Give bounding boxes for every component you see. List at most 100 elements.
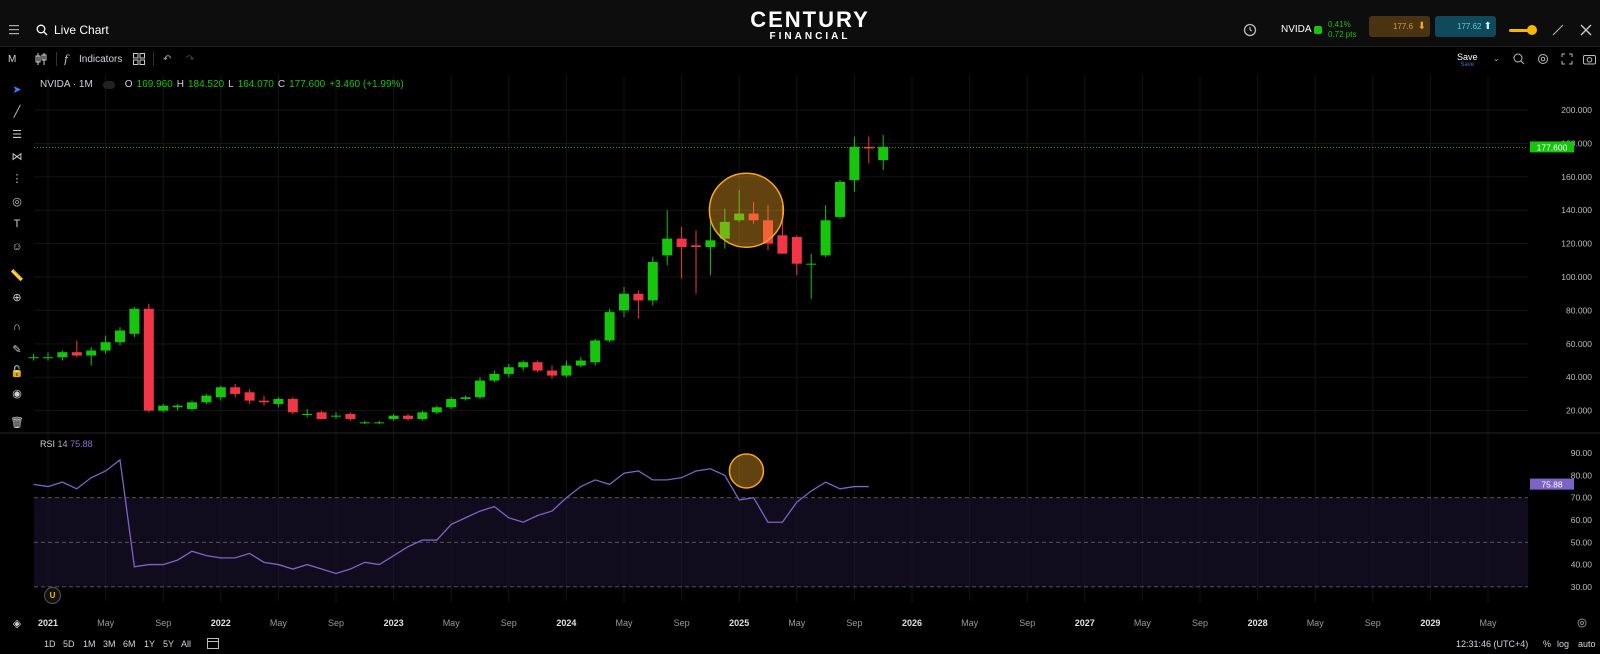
toolbar-divider [56,52,57,66]
camera-icon[interactable] [1583,53,1596,65]
alarm-clock-icon[interactable] [1242,22,1258,38]
x-tick-label: Sep [674,618,690,628]
indicators-button[interactable]: Indicators [79,54,123,65]
candle-type-icon[interactable] [34,52,48,66]
candle-body [158,405,169,411]
chart-toolbar: M f Indicators ↶ ↷ Save Save ⌄ [0,47,1600,71]
x-tick-label: Sep [1192,618,1208,628]
tf-1y[interactable]: 1Y [144,639,156,649]
tf-5d[interactable]: 5D [63,639,75,649]
ruler-icon[interactable]: 📏 [10,270,24,282]
x-tick-label: 2021 [38,618,58,628]
projection-icon[interactable]: ⋮ [11,173,23,185]
collapse-icon[interactable] [1552,24,1564,36]
candle-body [345,413,356,419]
sell-button[interactable]: 177.6 ⬇ [1369,16,1430,37]
change-points: 0.72 pts [1328,30,1357,39]
interval-selector[interactable]: M [8,54,17,65]
emoji-icon[interactable]: ☺ [11,241,23,253]
x-tick-label: May [97,618,115,628]
gear-icon[interactable] [1537,53,1549,65]
log-toggle[interactable]: log [1557,639,1570,649]
templates-grid-icon[interactable] [133,53,145,65]
legend-low-label: L [228,79,234,90]
clock[interactable]: 12:31:46 (UTC+4) [1456,639,1529,649]
percent-toggle[interactable]: % [1543,639,1552,649]
rsi-line [33,458,869,575]
candle-body [633,293,644,301]
text-tool-icon[interactable]: T [13,218,21,230]
layers-icon[interactable]: ◈ [12,618,22,630]
candle-body [230,387,241,394]
candle-body [561,365,572,376]
candle-body [43,357,53,359]
legend-high: 184.520 [187,79,225,90]
redo-icon[interactable]: ↷ [186,54,195,65]
zoom-search-icon[interactable] [1513,53,1525,65]
brand-badge-icon[interactable]: U [44,587,61,604]
rsi-tick-label: 70.00 [1571,493,1593,503]
legend-open-label: O [124,79,133,90]
auto-toggle[interactable]: auto [1578,639,1596,649]
svg-text:f: f [64,53,70,65]
fib-lines-icon[interactable]: ☰ [12,129,22,141]
lock-drawing-icon[interactable]: ✎ [12,344,22,356]
live-chart-search[interactable]: Live Chart [36,23,109,37]
candle-body [302,413,313,415]
save-dropdown-chevron-down-icon[interactable]: ⌄ [1493,54,1500,63]
candle-body [28,357,39,359]
tf-all[interactable]: All [181,639,192,649]
hamburger-menu-icon[interactable] [9,24,21,36]
legend-settings-icon[interactable] [102,80,115,89]
axis-settings-gear-icon[interactable] [1576,617,1588,629]
legend-low: 164.070 [237,79,274,90]
tf-5y[interactable]: 5Y [163,639,175,649]
candle-body [316,412,327,419]
close-icon[interactable] [1580,24,1592,36]
save-button[interactable]: Save Save [1457,52,1478,68]
drawing-tools-sidebar: ➤ ╱ ☰ ⋈ ⋮ ◎ T ☺ 📏 ⊕ ∩ ✎ 🔓 ◉ 🗑 ◈ [0,80,32,640]
slider-thumb[interactable] [1527,25,1537,35]
lock-icon[interactable]: 🔓 [10,366,24,378]
candle-body [763,220,773,244]
bottom-bar: 1D 5D 1M 3M 6M 1Y 5Y All 12:31:46 (UTC+4… [0,632,1600,654]
rsi-name[interactable]: RSI [40,439,56,449]
trash-icon[interactable]: 🗑 [10,417,24,429]
calendar-icon[interactable] [207,637,219,649]
eye-icon[interactable]: ◉ [12,388,22,400]
tf-1m[interactable]: 1M [83,639,96,649]
legend-symbol[interactable]: NVIDA · 1M [40,79,93,90]
brush-icon[interactable]: ◎ [12,196,22,208]
highlight-circle-rsi [728,453,765,489]
x-tick-label: 2027 [1075,618,1095,628]
tf-6m[interactable]: 6M [123,639,136,649]
candle-body [503,367,514,374]
x-tick-label: Sep [501,618,517,628]
candle-body [215,387,226,398]
pattern-icon[interactable]: ⋈ [11,151,23,163]
tf-3m[interactable]: 3M [103,639,116,649]
change-percent: 0.41% [1328,20,1351,29]
symbol-name[interactable]: NVIDA [1281,24,1312,35]
candle-body [331,415,341,417]
zoom-in-icon[interactable]: ⊕ [12,292,22,304]
cursor-icon[interactable]: ➤ [12,84,22,96]
rsi-tick-label: 50.00 [1571,537,1593,547]
candle-body [388,415,399,419]
magnet-icon[interactable]: ∩ [13,321,21,333]
fullscreen-icon[interactable] [1561,53,1573,65]
buy-button[interactable]: 177.62 ⬆ [1435,16,1496,37]
sell-price: 177.6 [1393,22,1414,31]
x-tick-label: 2023 [384,618,404,628]
quantity-slider[interactable] [1509,25,1537,35]
x-tick-label: May [961,618,979,628]
rsi-legend: RSI 14 75.88 [40,439,93,449]
legend-close-label: C [277,79,286,90]
tf-1d[interactable]: 1D [44,639,56,649]
x-tick-label: 2028 [1248,618,1268,628]
x-tick-label: Sep [1019,618,1035,628]
candle-body [676,238,687,247]
undo-icon[interactable]: ↶ [163,54,172,65]
trend-line-icon[interactable]: ╱ [13,106,21,118]
